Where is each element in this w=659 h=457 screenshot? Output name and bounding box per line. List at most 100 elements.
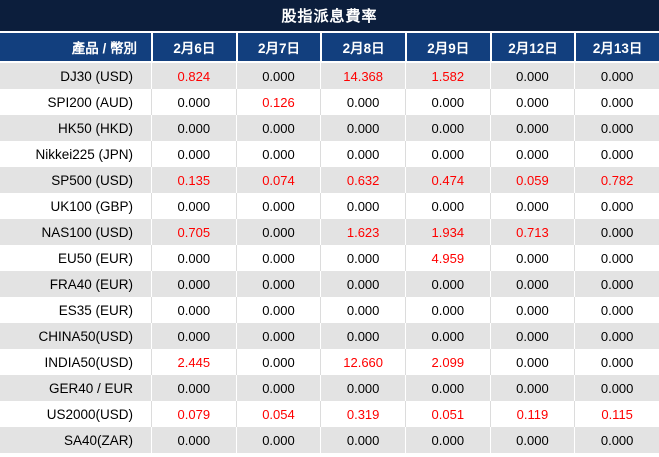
value-cell: 0.000 [151, 297, 236, 323]
value-cell: 0.000 [574, 349, 659, 375]
value-cell: 0.000 [320, 141, 405, 167]
product-cell: SA40(ZAR) [0, 427, 151, 453]
value-cell: 0.000 [404, 323, 490, 349]
value-cell: 0.000 [404, 141, 490, 167]
value-cell: 2.099 [404, 349, 490, 375]
value-cell: 0.000 [489, 63, 575, 89]
value-cell: 0.000 [235, 245, 321, 271]
value-cell: 0.000 [404, 271, 490, 297]
value-cell: 0.000 [574, 271, 659, 297]
table-header-row: 產品 / 幣別 2月6日 2月7日 2月8日 2月9日 2月12日 2月13日 [0, 33, 659, 63]
value-cell: 0.000 [235, 349, 321, 375]
value-cell: 0.000 [320, 323, 405, 349]
value-cell: 0.000 [151, 427, 236, 453]
value-cell: 0.474 [404, 167, 490, 193]
value-cell: 0.000 [151, 115, 236, 141]
date-header: 2月8日 [320, 33, 405, 63]
product-cell: HK50 (HKD) [0, 115, 151, 141]
value-cell: 0.000 [489, 375, 575, 401]
value-cell: 0.000 [320, 115, 405, 141]
value-cell: 1.623 [320, 219, 405, 245]
product-cell: US2000(USD) [0, 401, 151, 427]
value-cell: 0.000 [404, 89, 490, 115]
value-cell: 0.000 [489, 193, 575, 219]
value-cell: 0.000 [574, 219, 659, 245]
page-title-text: 股指派息費率 [281, 8, 378, 25]
value-cell: 0.000 [489, 115, 575, 141]
value-cell: 1.934 [404, 219, 490, 245]
product-cell: CHINA50(USD) [0, 323, 151, 349]
product-cell: ES35 (EUR) [0, 297, 151, 323]
value-cell: 0.000 [151, 271, 236, 297]
value-cell: 4.959 [404, 245, 490, 271]
value-cell: 0.000 [489, 349, 575, 375]
value-cell: 0.000 [574, 141, 659, 167]
value-cell: 0.000 [574, 297, 659, 323]
value-cell: 2.445 [151, 349, 236, 375]
product-currency-header: 產品 / 幣別 [0, 33, 151, 63]
value-cell: 0.054 [235, 401, 321, 427]
value-cell: 0.000 [151, 323, 236, 349]
table-row: DJ30 (USD) 0.824 0.000 14.368 1.582 0.000 0.00… [0, 63, 659, 89]
value-cell: 0.119 [489, 401, 575, 427]
product-cell: NAS100 (USD) [0, 219, 151, 245]
value-cell: 0.000 [574, 63, 659, 89]
product-cell: EU50 (EUR) [0, 245, 151, 271]
value-cell: 12.660 [320, 349, 405, 375]
date-header: 2月13日 [574, 33, 659, 63]
value-cell: 0.319 [320, 401, 405, 427]
value-cell: 0.000 [574, 375, 659, 401]
table-row: EU50 (EUR) 0.000 0.000 0.000 4.959 0.000 0.000 [0, 245, 659, 271]
value-cell: 0.000 [235, 323, 321, 349]
table-row: CHINA50(USD) 0.000 0.000 0.000 0.000 0.000 0.0… [0, 323, 659, 349]
value-cell: 0.000 [489, 141, 575, 167]
value-cell: 0.051 [404, 401, 490, 427]
product-cell: Nikkei225 (JPN) [0, 141, 151, 167]
value-cell: 0.000 [320, 89, 405, 115]
value-cell: 0.000 [320, 271, 405, 297]
date-header: 2月6日 [151, 33, 236, 63]
value-cell: 0.059 [489, 167, 575, 193]
table-row: US2000(USD) 0.079 0.054 0.319 0.051 0.119 0.11… [0, 401, 659, 427]
value-cell: 0.000 [235, 141, 321, 167]
table-row: UK100 (GBP) 0.000 0.000 0.000 0.000 0.000 0.00… [0, 193, 659, 219]
value-cell: 0.000 [489, 271, 575, 297]
product-cell: SP500 (USD) [0, 167, 151, 193]
table-row: ES35 (EUR) 0.000 0.000 0.000 0.000 0.000 0.000 [0, 297, 659, 323]
value-cell: 0.782 [574, 167, 659, 193]
dividend-rates-table: 產品 / 幣別 2月6日 2月7日 2月8日 2月9日 2月12日 2月13日 DJ30 … [0, 33, 659, 453]
value-cell: 0.000 [489, 89, 575, 115]
value-cell: 0.000 [320, 375, 405, 401]
table-row: GER40 / EUR 0.000 0.000 0.000 0.000 0.000 0.00… [0, 375, 659, 401]
value-cell: 0.000 [574, 323, 659, 349]
table-row: HK50 (HKD) 0.000 0.000 0.000 0.000 0.000 0.000 [0, 115, 659, 141]
value-cell: 0.000 [320, 427, 405, 453]
value-cell: 0.632 [320, 167, 405, 193]
table-row: FRA40 (EUR) 0.000 0.000 0.000 0.000 0.000 0.00… [0, 271, 659, 297]
value-cell: 0.000 [320, 245, 405, 271]
value-cell: 0.000 [574, 245, 659, 271]
value-cell: 0.000 [235, 271, 321, 297]
date-header: 2月9日 [404, 33, 490, 63]
table-row: SP500 (USD) 0.135 0.074 0.632 0.474 0.059 0.78… [0, 167, 659, 193]
value-cell: 0.000 [404, 375, 490, 401]
value-cell: 0.000 [489, 245, 575, 271]
value-cell: 0.000 [489, 427, 575, 453]
value-cell: 0.000 [151, 245, 236, 271]
value-cell: 0.000 [574, 427, 659, 453]
value-cell: 0.000 [404, 427, 490, 453]
page-title: 股指派息費率 [0, 0, 659, 33]
value-cell: 0.079 [151, 401, 236, 427]
value-cell: 0.000 [151, 141, 236, 167]
table-row: Nikkei225 (JPN) 0.000 0.000 0.000 0.000 0.000… [0, 141, 659, 167]
product-cell: UK100 (GBP) [0, 193, 151, 219]
value-cell: 0.713 [489, 219, 575, 245]
value-cell: 0.000 [574, 115, 659, 141]
date-header: 2月12日 [489, 33, 575, 63]
value-cell: 0.000 [489, 323, 575, 349]
value-cell: 0.000 [574, 193, 659, 219]
value-cell: 0.000 [320, 297, 405, 323]
product-cell: SPI200 (AUD) [0, 89, 151, 115]
value-cell: 0.000 [235, 219, 321, 245]
